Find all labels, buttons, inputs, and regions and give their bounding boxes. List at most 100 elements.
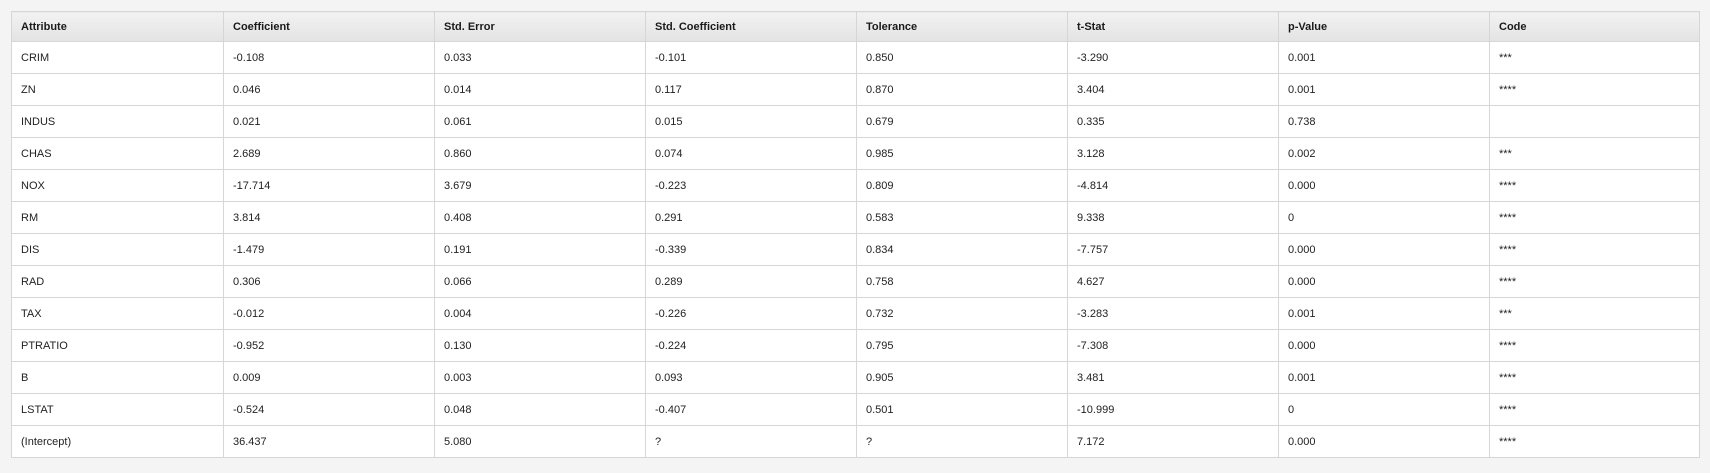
cell-std-coefficient: -0.101: [645, 41, 857, 74]
cell-coefficient: 0.046: [223, 73, 435, 106]
cell-std-error: 0.003: [434, 361, 646, 394]
cell-t-stat: 9.338: [1067, 201, 1279, 234]
cell-t-stat: 3.404: [1067, 73, 1279, 106]
cell-attribute: DIS: [11, 233, 224, 266]
table-row[interactable]: PTRATIO -0.952 0.130 -0.224 0.795 -7.308 0.000…: [11, 329, 1700, 362]
cell-std-error: 0.048: [434, 393, 646, 426]
column-header-std-coefficient[interactable]: Std. Coefficient: [645, 11, 857, 42]
cell-code: ****: [1489, 233, 1700, 266]
cell-code: ****: [1489, 265, 1700, 298]
cell-coefficient: 36.437: [223, 425, 435, 458]
cell-p-value: 0.000: [1278, 425, 1490, 458]
cell-coefficient: 0.306: [223, 265, 435, 298]
cell-tolerance: 0.732: [856, 297, 1068, 330]
cell-t-stat: -3.290: [1067, 41, 1279, 74]
cell-coefficient: 0.021: [223, 105, 435, 138]
cell-tolerance: 0.905: [856, 361, 1068, 394]
cell-std-coefficient: 0.093: [645, 361, 857, 394]
cell-std-error: 0.130: [434, 329, 646, 362]
cell-attribute: B: [11, 361, 224, 394]
cell-t-stat: -10.999: [1067, 393, 1279, 426]
cell-code: ****: [1489, 73, 1700, 106]
cell-tolerance: 0.870: [856, 73, 1068, 106]
column-header-coefficient[interactable]: Coefficient: [223, 11, 435, 42]
cell-attribute: ZN: [11, 73, 224, 106]
cell-std-error: 0.061: [434, 105, 646, 138]
cell-std-error: 3.679: [434, 169, 646, 202]
cell-std-coefficient: 0.015: [645, 105, 857, 138]
cell-t-stat: 0.335: [1067, 105, 1279, 138]
cell-coefficient: 0.009: [223, 361, 435, 394]
column-header-p-value[interactable]: p-Value: [1278, 11, 1490, 42]
cell-std-coefficient: -0.226: [645, 297, 857, 330]
table-row[interactable]: RM 3.814 0.408 0.291 0.583 9.338 0 ****: [11, 201, 1700, 234]
table-body: CRIM -0.108 0.033 -0.101 0.850 -3.290 0.001 ***…: [11, 41, 1700, 458]
table-row[interactable]: LSTAT -0.524 0.048 -0.407 0.501 -10.999 0 ****: [11, 393, 1700, 426]
table-row[interactable]: B 0.009 0.003 0.093 0.905 3.481 0.001 ****: [11, 361, 1700, 394]
column-header-t-stat[interactable]: t-Stat: [1067, 11, 1279, 42]
cell-code: ****: [1489, 425, 1700, 458]
cell-coefficient: -0.012: [223, 297, 435, 330]
cell-tolerance: 0.985: [856, 137, 1068, 170]
column-header-tolerance[interactable]: Tolerance: [856, 11, 1068, 42]
cell-tolerance: 0.758: [856, 265, 1068, 298]
cell-code: ***: [1489, 297, 1700, 330]
cell-attribute: CHAS: [11, 137, 224, 170]
cell-t-stat: -7.757: [1067, 233, 1279, 266]
cell-coefficient: -0.108: [223, 41, 435, 74]
cell-t-stat: 7.172: [1067, 425, 1279, 458]
cell-p-value: 0.002: [1278, 137, 1490, 170]
cell-coefficient: -0.524: [223, 393, 435, 426]
cell-coefficient: -17.714: [223, 169, 435, 202]
cell-p-value: 0.001: [1278, 297, 1490, 330]
cell-std-error: 0.033: [434, 41, 646, 74]
cell-std-error: 0.408: [434, 201, 646, 234]
cell-p-value: 0.000: [1278, 329, 1490, 362]
cell-tolerance: 0.501: [856, 393, 1068, 426]
table-row[interactable]: CRIM -0.108 0.033 -0.101 0.850 -3.290 0.001 ***: [11, 41, 1700, 74]
table-row[interactable]: INDUS 0.021 0.061 0.015 0.679 0.335 0.738: [11, 105, 1700, 138]
cell-attribute: RAD: [11, 265, 224, 298]
cell-std-error: 0.860: [434, 137, 646, 170]
column-header-code[interactable]: Code: [1489, 11, 1700, 42]
cell-std-coefficient: ?: [645, 425, 857, 458]
cell-p-value: 0.001: [1278, 73, 1490, 106]
cell-p-value: 0.738: [1278, 105, 1490, 138]
cell-coefficient: 2.689: [223, 137, 435, 170]
cell-attribute: RM: [11, 201, 224, 234]
cell-tolerance: 0.834: [856, 233, 1068, 266]
coefficient-table: Attribute Coefficient Std. Error Std. Co…: [11, 11, 1700, 458]
cell-tolerance: 0.809: [856, 169, 1068, 202]
table-row[interactable]: TAX -0.012 0.004 -0.226 0.732 -3.283 0.001 ***: [11, 297, 1700, 330]
cell-coefficient: -0.952: [223, 329, 435, 362]
cell-attribute: CRIM: [11, 41, 224, 74]
cell-t-stat: 3.481: [1067, 361, 1279, 394]
cell-std-coefficient: 0.074: [645, 137, 857, 170]
cell-attribute: PTRATIO: [11, 329, 224, 362]
column-header-std-error[interactable]: Std. Error: [434, 11, 646, 42]
cell-std-coefficient: 0.117: [645, 73, 857, 106]
cell-p-value: 0: [1278, 201, 1490, 234]
table-row[interactable]: RAD 0.306 0.066 0.289 0.758 4.627 0.000 ****: [11, 265, 1700, 298]
cell-std-coefficient: -0.224: [645, 329, 857, 362]
table-row[interactable]: (Intercept) 36.437 5.080?? 7.172 0.000 ****: [11, 425, 1700, 458]
cell-p-value: 0: [1278, 393, 1490, 426]
cell-attribute: INDUS: [11, 105, 224, 138]
regression-results-panel: Attribute Coefficient Std. Error Std. Co…: [11, 11, 1700, 458]
cell-t-stat: -3.283: [1067, 297, 1279, 330]
cell-tolerance: 0.795: [856, 329, 1068, 362]
cell-attribute: LSTAT: [11, 393, 224, 426]
table-row[interactable]: NOX -17.714 3.679 -0.223 0.809 -4.814 0.000 ***…: [11, 169, 1700, 202]
column-header-attribute[interactable]: Attribute: [11, 11, 224, 42]
table-row[interactable]: CHAS 2.689 0.860 0.074 0.985 3.128 0.002 ***: [11, 137, 1700, 170]
cell-std-coefficient: -0.223: [645, 169, 857, 202]
cell-std-error: 0.066: [434, 265, 646, 298]
table-row[interactable]: DIS -1.479 0.191 -0.339 0.834 -7.757 0.000 ****: [11, 233, 1700, 266]
cell-std-coefficient: -0.339: [645, 233, 857, 266]
table-row[interactable]: ZN 0.046 0.014 0.117 0.870 3.404 0.001 ****: [11, 73, 1700, 106]
cell-p-value: 0.001: [1278, 361, 1490, 394]
cell-t-stat: -4.814: [1067, 169, 1279, 202]
cell-p-value: 0.001: [1278, 41, 1490, 74]
cell-t-stat: 4.627: [1067, 265, 1279, 298]
cell-attribute: (Intercept): [11, 425, 224, 458]
